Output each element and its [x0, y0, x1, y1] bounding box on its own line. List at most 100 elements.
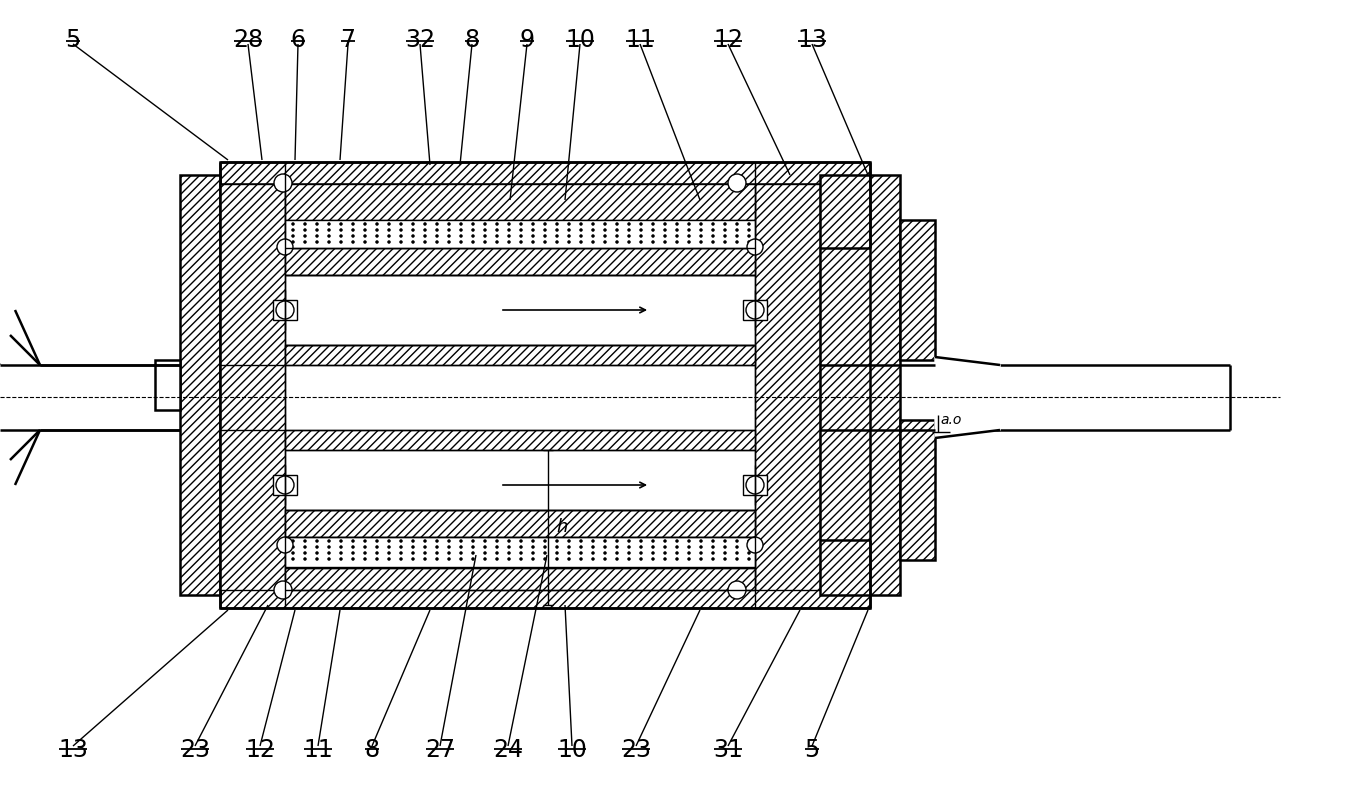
Circle shape [364, 222, 367, 225]
Circle shape [603, 234, 606, 237]
Circle shape [699, 551, 703, 554]
Circle shape [327, 222, 331, 225]
Circle shape [711, 240, 714, 244]
Circle shape [483, 229, 487, 232]
Text: 32: 32 [405, 28, 435, 52]
Circle shape [580, 229, 583, 232]
Circle shape [339, 240, 342, 244]
Circle shape [424, 551, 427, 554]
Circle shape [532, 229, 535, 232]
Circle shape [520, 229, 523, 232]
Circle shape [676, 546, 679, 548]
Circle shape [676, 551, 679, 554]
Circle shape [352, 240, 354, 244]
Circle shape [676, 222, 679, 225]
Circle shape [447, 234, 450, 237]
Circle shape [628, 551, 631, 554]
Circle shape [724, 222, 726, 225]
Circle shape [327, 234, 331, 237]
Circle shape [387, 558, 390, 561]
Circle shape [364, 558, 367, 561]
Circle shape [603, 240, 606, 244]
Circle shape [580, 558, 583, 561]
Text: 11: 11 [625, 28, 655, 52]
Circle shape [520, 546, 523, 548]
Circle shape [447, 558, 450, 561]
Circle shape [568, 234, 570, 237]
Circle shape [555, 234, 558, 237]
Circle shape [435, 546, 439, 548]
Circle shape [460, 539, 462, 543]
Circle shape [316, 229, 319, 232]
Circle shape [532, 234, 535, 237]
Circle shape [639, 558, 643, 561]
Circle shape [460, 240, 462, 244]
Circle shape [711, 551, 714, 554]
Circle shape [424, 240, 427, 244]
Circle shape [274, 581, 291, 599]
Circle shape [688, 539, 691, 543]
Circle shape [460, 551, 462, 554]
Circle shape [364, 234, 367, 237]
Circle shape [520, 539, 523, 543]
Circle shape [747, 229, 751, 232]
Circle shape [555, 558, 558, 561]
Circle shape [591, 229, 595, 232]
Circle shape [520, 558, 523, 561]
Circle shape [316, 222, 319, 225]
Circle shape [387, 234, 390, 237]
Circle shape [412, 546, 415, 548]
Circle shape [639, 539, 643, 543]
Circle shape [724, 546, 726, 548]
Circle shape [616, 558, 618, 561]
Circle shape [663, 539, 666, 543]
Bar [285, 430, 755, 450]
Circle shape [711, 539, 714, 543]
Circle shape [543, 539, 546, 543]
Circle shape [339, 539, 342, 543]
Bar [285, 248, 755, 275]
Circle shape [435, 234, 439, 237]
Circle shape [639, 240, 643, 244]
Circle shape [591, 551, 595, 554]
Bar [285, 537, 755, 567]
Circle shape [628, 546, 631, 548]
Circle shape [472, 222, 475, 225]
Text: 8: 8 [364, 738, 379, 762]
Circle shape [483, 222, 487, 225]
Circle shape [520, 240, 523, 244]
Circle shape [568, 558, 570, 561]
Circle shape [746, 476, 763, 494]
Circle shape [651, 539, 654, 543]
Circle shape [591, 240, 595, 244]
Circle shape [580, 222, 583, 225]
Circle shape [352, 551, 354, 554]
Circle shape [447, 551, 450, 554]
Circle shape [688, 558, 691, 561]
Circle shape [676, 234, 679, 237]
Circle shape [508, 539, 510, 543]
Circle shape [651, 551, 654, 554]
Circle shape [555, 546, 558, 548]
Circle shape [291, 539, 294, 543]
Circle shape [435, 222, 439, 225]
Circle shape [736, 546, 739, 548]
Circle shape [532, 546, 535, 548]
Circle shape [639, 546, 643, 548]
Circle shape [616, 229, 618, 232]
Circle shape [387, 551, 390, 554]
Circle shape [508, 546, 510, 548]
Circle shape [616, 551, 618, 554]
Circle shape [472, 229, 475, 232]
Circle shape [580, 546, 583, 548]
Circle shape [276, 301, 294, 319]
Circle shape [736, 234, 739, 237]
Circle shape [495, 229, 498, 232]
Circle shape [676, 539, 679, 543]
Text: 10: 10 [557, 738, 587, 762]
Text: 10: 10 [565, 28, 595, 52]
Circle shape [460, 546, 462, 548]
Text: 28: 28 [233, 28, 263, 52]
Circle shape [591, 558, 595, 561]
Circle shape [304, 546, 306, 548]
